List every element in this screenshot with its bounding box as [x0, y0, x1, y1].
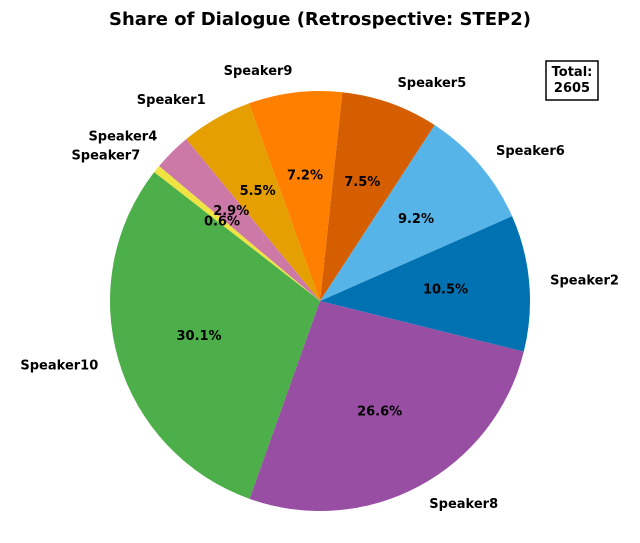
slice-percent-speaker2: 10.5% [423, 283, 468, 298]
slice-label-speaker7: Speaker7 [71, 148, 140, 163]
pie-slice-speaker9 [248, 90, 343, 302]
pie-slice-speaker7 [154, 166, 320, 301]
slice-label-speaker4: Speaker4 [88, 130, 157, 145]
pie-slice-speaker5 [320, 92, 435, 301]
pie-slice-speaker4 [159, 139, 320, 301]
slice-labels: Speaker7 Speaker10 Speaker8 Speaker2 Speaker… [20, 64, 619, 512]
pie-slice-speaker10 [110, 172, 320, 499]
total-box: Total: 2605 [545, 60, 599, 101]
pie-slice-speaker1 [186, 103, 320, 302]
total-value: 2605 [554, 81, 590, 96]
slice-label-speaker6: Speaker6 [496, 144, 565, 159]
pie-slice-speaker2 [320, 216, 531, 352]
slice-percent-speaker4: 2.9% [213, 204, 249, 219]
slice-label-speaker10: Speaker10 [20, 358, 98, 373]
slice-percent-speaker1: 5.5% [240, 184, 276, 199]
slice-percent-speaker8: 26.6% [357, 405, 402, 420]
slice-label-speaker1: Speaker1 [137, 93, 206, 108]
slice-percent-speaker7: 0.6% [204, 214, 240, 229]
slice-percent-speaker6: 9.2% [398, 212, 434, 227]
slice-label-speaker2: Speaker2 [550, 274, 619, 289]
pie-slices [110, 90, 531, 511]
chart-title: Share of Dialogue (Retrospective: STEP2) [109, 9, 531, 30]
slice-percent-speaker10: 30.1% [176, 329, 221, 344]
slice-label-speaker8: Speaker8 [429, 497, 498, 512]
pie-slice-speaker6 [320, 125, 513, 301]
slice-label-speaker5: Speaker5 [397, 76, 466, 91]
slice-percent-labels: 0.6% 30.1% 26.6% 10.5% 9.2% 7.5% 7.2% 5.5% 2.9% [176, 168, 468, 419]
pie-slice-speaker8 [249, 301, 524, 511]
slice-percent-speaker9: 7.2% [287, 168, 323, 183]
slice-percent-speaker5: 7.5% [344, 175, 380, 190]
total-label: Total: [552, 65, 593, 80]
slice-label-speaker9: Speaker9 [224, 64, 293, 79]
